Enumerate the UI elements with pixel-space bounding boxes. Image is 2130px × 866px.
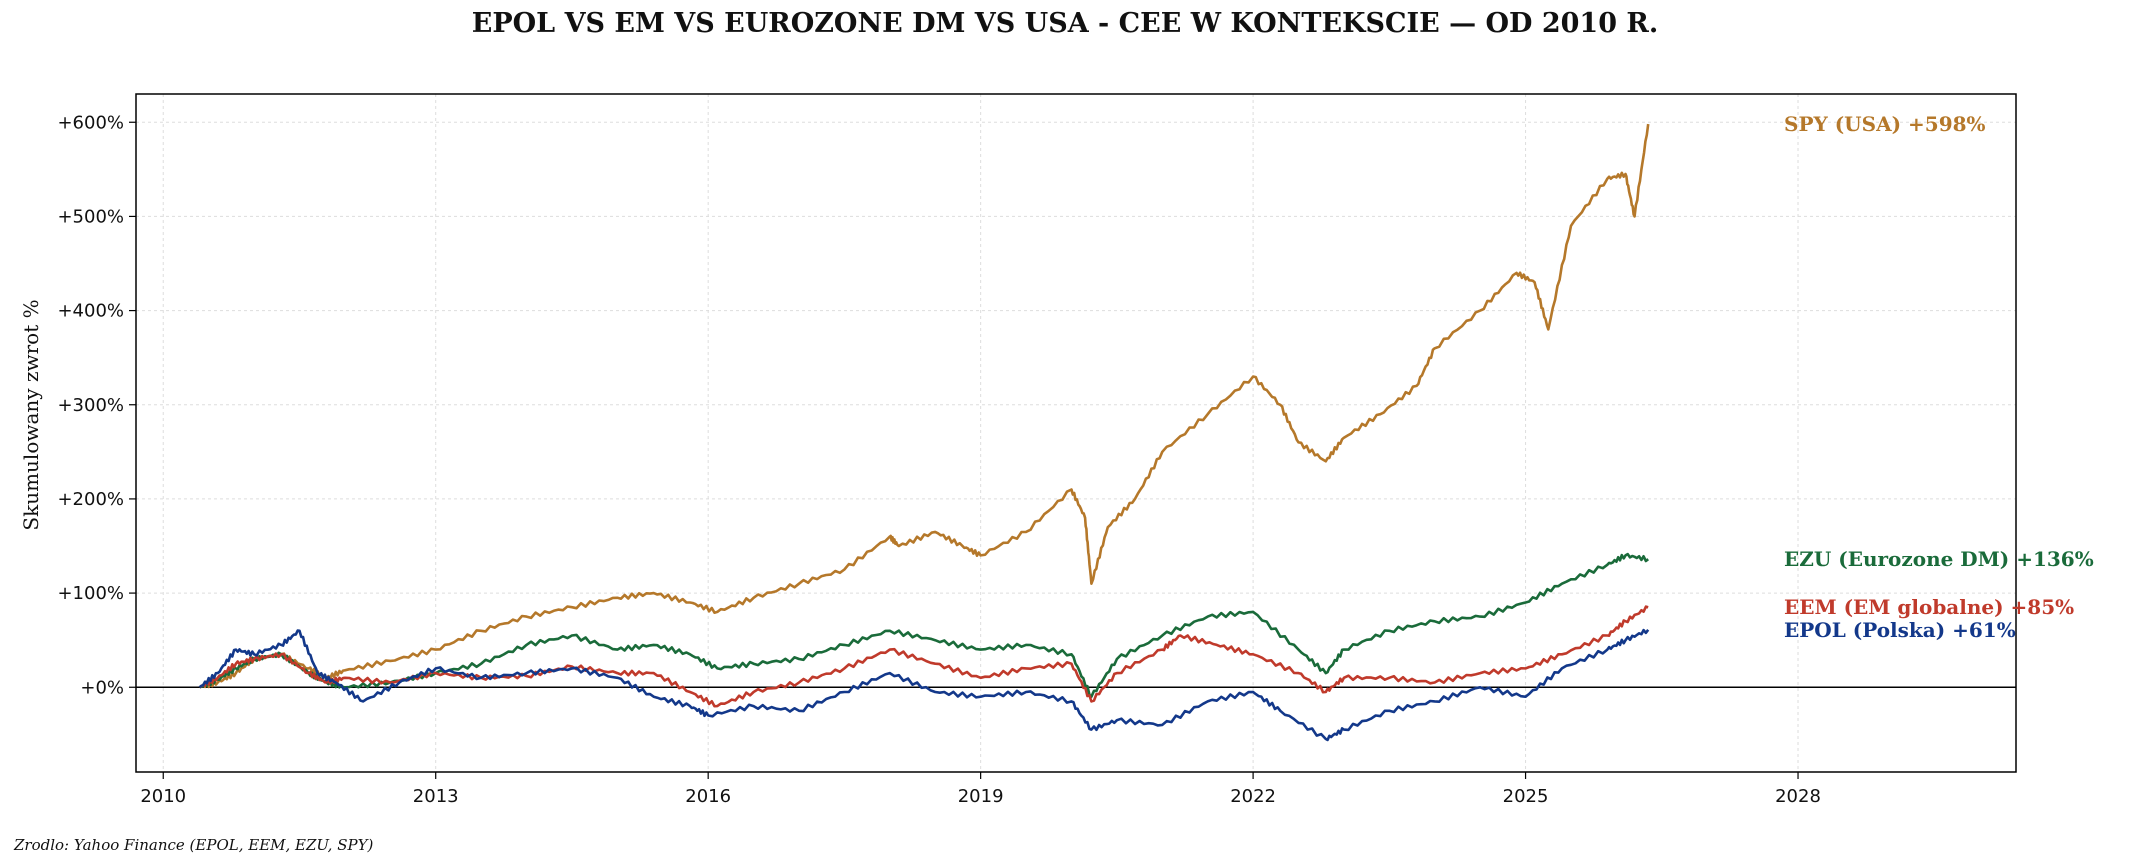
x-tick-label: 2010 bbox=[140, 786, 186, 807]
y-tick-label: +100% bbox=[57, 583, 124, 604]
series-end-label: EPOL (Polska) +61% bbox=[1784, 618, 2016, 642]
end-labels: SPY (USA) +598% EZU (Eurozone DM) +136% EE… bbox=[1784, 112, 2094, 642]
series-end-label: SPY (USA) +598% bbox=[1784, 112, 1986, 136]
series-layer bbox=[198, 123, 1650, 742]
x-tick-label: 2025 bbox=[1503, 786, 1549, 807]
x-tick-label: 2013 bbox=[413, 786, 459, 807]
series-line-2 bbox=[199, 552, 1650, 698]
series-end-label: EZU (Eurozone DM) +136% bbox=[1784, 547, 2094, 571]
series-line-4 bbox=[198, 628, 1650, 742]
grid bbox=[136, 94, 2016, 772]
y-tick-label: +0% bbox=[80, 677, 124, 698]
series-line-1 bbox=[199, 123, 1650, 689]
x-tick-label: 2016 bbox=[685, 786, 731, 807]
y-tick-label: +500% bbox=[57, 206, 124, 227]
y-axis-label: Skumulowany zwrot % bbox=[19, 299, 43, 530]
chart-title: EPOL VS EM VS EUROZONE DM VS USA - CEE W… bbox=[471, 8, 1659, 39]
y-tick-label: +400% bbox=[57, 301, 124, 322]
x-tick-label: 2028 bbox=[1775, 786, 1821, 807]
series-end-label: EEM (EM globalne) +85% bbox=[1784, 595, 2074, 619]
series-line-3 bbox=[198, 605, 1649, 708]
y-tick-label: +200% bbox=[57, 489, 124, 510]
x-tick-label: 2019 bbox=[958, 786, 1004, 807]
y-tick-label: +300% bbox=[57, 395, 124, 416]
source-note: Zrodlo: Yahoo Finance (EPOL, EEM, EZU, S… bbox=[14, 836, 374, 854]
plot-frame bbox=[135, 93, 2017, 773]
ticks: 2010 2013 2016 2019 2022 2025 2028 +0% +100% +200… bbox=[57, 112, 1820, 807]
x-tick-label: 2022 bbox=[1230, 786, 1276, 807]
y-tick-label: +600% bbox=[57, 112, 124, 133]
